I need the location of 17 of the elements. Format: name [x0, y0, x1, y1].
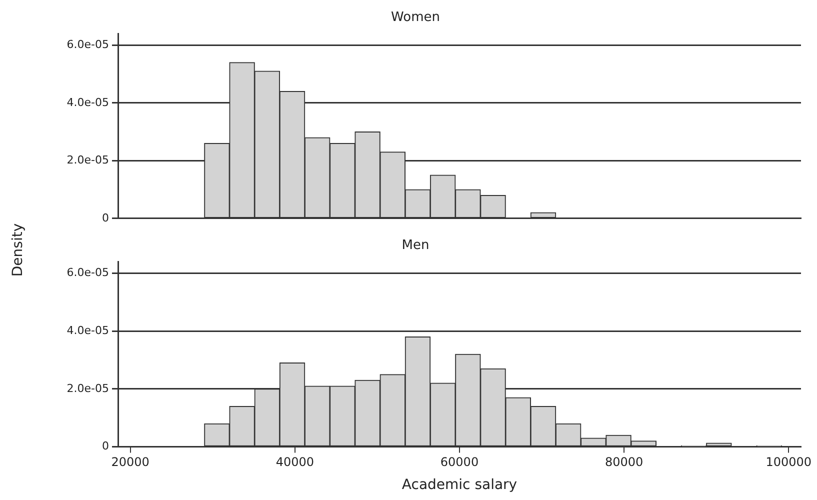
- y-tick-label: 0: [102, 440, 109, 453]
- chart-title: Men: [402, 238, 430, 254]
- y-axis-title: Density: [10, 223, 26, 277]
- chart-title: Women: [391, 10, 440, 26]
- x-tick-label: 100000: [766, 455, 812, 470]
- x-tick-label: 60000: [440, 455, 479, 470]
- x-tick-label: 20000: [111, 455, 150, 470]
- y-tick-label: 4.0e-05: [66, 324, 109, 337]
- y-tick-label: 6.0e-05: [66, 266, 109, 280]
- x-tick-label: 40000: [276, 455, 314, 470]
- x-axis-title: Academic salary: [402, 477, 518, 494]
- y-tick-label: 2.0e-05: [66, 154, 109, 167]
- y-tick-label: 0: [102, 211, 109, 224]
- x-tick-label: 80000: [604, 455, 644, 470]
- y-tick-label: 6.0e-05: [66, 38, 109, 52]
- y-tick-label: 4.0e-05: [66, 96, 109, 109]
- y-tick-label: 2.0e-05: [66, 382, 109, 395]
